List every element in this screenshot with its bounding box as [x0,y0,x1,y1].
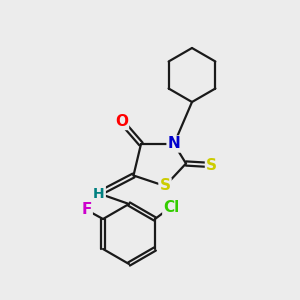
Text: Cl: Cl [164,200,180,214]
Text: N: N [168,136,180,152]
Text: S: S [160,178,170,194]
Text: H: H [93,187,105,200]
Text: O: O [115,114,128,129]
Text: F: F [81,202,92,217]
Text: S: S [206,158,217,172]
